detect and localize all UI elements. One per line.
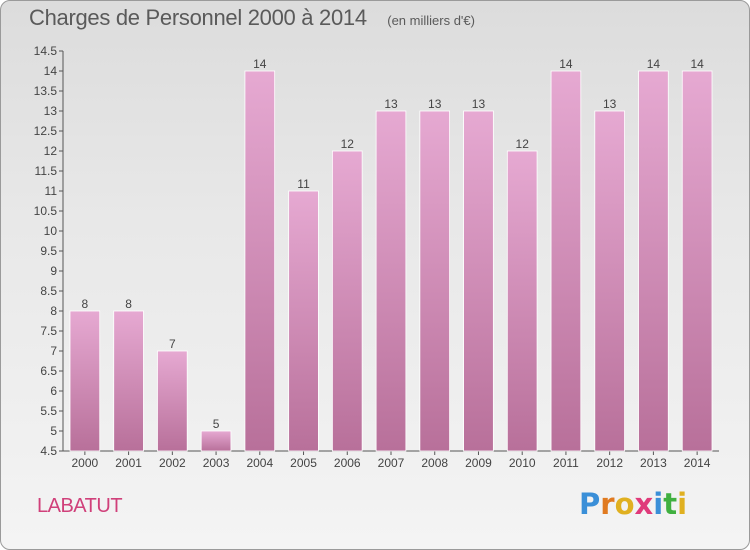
logo-letter: t [663, 487, 678, 521]
bar-2001 [113, 310, 144, 452]
y-tick-label: 9.5 [40, 244, 57, 258]
x-tick-label-2004: 2004 [246, 456, 273, 470]
y-tick-label: 13 [44, 104, 58, 118]
value-labels: 8 8 7 5 14 11 12 13 13 13 12 14 13 14 14 [82, 57, 705, 431]
x-tick-label-2006: 2006 [334, 456, 361, 470]
bar-2002 [157, 350, 188, 452]
value-label-2008: 13 [428, 97, 442, 111]
chart-title: Charges de Personnel 2000 à 2014 [29, 5, 367, 30]
y-tick-label: 7 [50, 344, 57, 358]
logo-letter: r [600, 487, 615, 521]
bar-2000 [69, 310, 101, 452]
bar-2013 [638, 70, 669, 452]
bar-2010 [506, 150, 538, 452]
x-tick-label-2002: 2002 [159, 456, 186, 470]
y-tick-label: 12 [44, 144, 58, 158]
value-label-2000: 8 [82, 297, 89, 311]
x-tick-label-2009: 2009 [465, 456, 492, 470]
logo-letter: i [677, 487, 688, 521]
y-tick-label: 5.5 [40, 404, 57, 418]
value-label-2007: 13 [384, 97, 398, 111]
bars [69, 70, 713, 452]
x-tick-label-2005: 2005 [290, 456, 317, 470]
value-label-2005: 11 [297, 177, 310, 191]
bar-2009 [463, 110, 494, 452]
y-tick-label: 10 [44, 224, 58, 238]
x-tick-label-2007: 2007 [378, 456, 405, 470]
x-tick-label-2011: 2011 [553, 456, 579, 470]
value-label-2001: 8 [125, 297, 132, 311]
x-tick-label-2010: 2010 [509, 456, 536, 470]
y-tick-label: 7.5 [40, 324, 57, 338]
x-axis: 2000 2001 2002 2003 2004 2005 2006 2007 2008 2009… [63, 450, 719, 470]
value-label-2006: 12 [341, 137, 355, 151]
town-name: LABATUT [37, 495, 123, 517]
bar-2014 [681, 70, 713, 452]
value-label-2013: 14 [647, 57, 661, 71]
logo-letter: o [614, 487, 635, 521]
bar-2003 [200, 430, 232, 452]
value-label-2004: 14 [253, 57, 267, 71]
value-label-2002: 7 [169, 337, 176, 351]
y-tick-label: 6 [50, 384, 57, 398]
proxiti-logo: Proxiti [579, 487, 687, 521]
y-tick-label: 12.5 [34, 124, 58, 138]
bar-2004 [244, 70, 276, 452]
logo-letter: i [653, 487, 664, 521]
y-tick-label: 10.5 [34, 204, 58, 218]
x-tick-label-2003: 2003 [203, 456, 230, 470]
x-tick-label-2014: 2014 [684, 456, 711, 470]
x-tick-label-2000: 2000 [72, 456, 99, 470]
bar-2007 [375, 110, 407, 452]
x-tick-label-2001: 2001 [115, 456, 142, 470]
logo-letter: P [579, 487, 601, 521]
y-tick-label: 14.5 [34, 44, 58, 58]
y-tick-label: 9 [50, 264, 57, 278]
y-tick-label: 6.5 [40, 364, 57, 378]
y-tick-label: 4.5 [40, 444, 57, 458]
y-tick-label: 8 [50, 304, 57, 318]
bar-2006 [331, 150, 363, 452]
x-tick-label-2008: 2008 [421, 456, 448, 470]
bar-2005 [288, 190, 319, 452]
bar-2011 [550, 70, 582, 452]
value-label-2011: 14 [559, 57, 573, 71]
y-tick-label: 8.5 [40, 284, 57, 298]
logo-letter: x [634, 487, 654, 521]
value-label-2003: 5 [213, 417, 220, 431]
title-row: Charges de Personnel 2000 à 2014 (en mil… [29, 5, 475, 31]
value-label-2010: 12 [516, 137, 530, 151]
y-tick-label: 14 [44, 64, 58, 78]
y-tick-label: 5 [50, 424, 57, 438]
y-tick-label: 13.5 [34, 84, 58, 98]
y-tick-label: 11 [45, 184, 58, 198]
x-tick-label-2013: 2013 [640, 456, 667, 470]
y-axis: 4.5 5 5.5 6 6.5 7 7.5 8 8.5 9 9.5 10 10.5 11 11.5 12 12.… [34, 44, 64, 458]
y-tick-label: 11.5 [35, 164, 58, 178]
x-tick-label-2012: 2012 [596, 456, 623, 470]
bar-2012 [594, 110, 625, 452]
chart-subtitle: (en milliers d'€) [387, 13, 475, 28]
value-label-2012: 13 [603, 97, 617, 111]
bar-2008 [419, 110, 451, 452]
value-label-2009: 13 [472, 97, 486, 111]
value-label-2014: 14 [690, 57, 704, 71]
